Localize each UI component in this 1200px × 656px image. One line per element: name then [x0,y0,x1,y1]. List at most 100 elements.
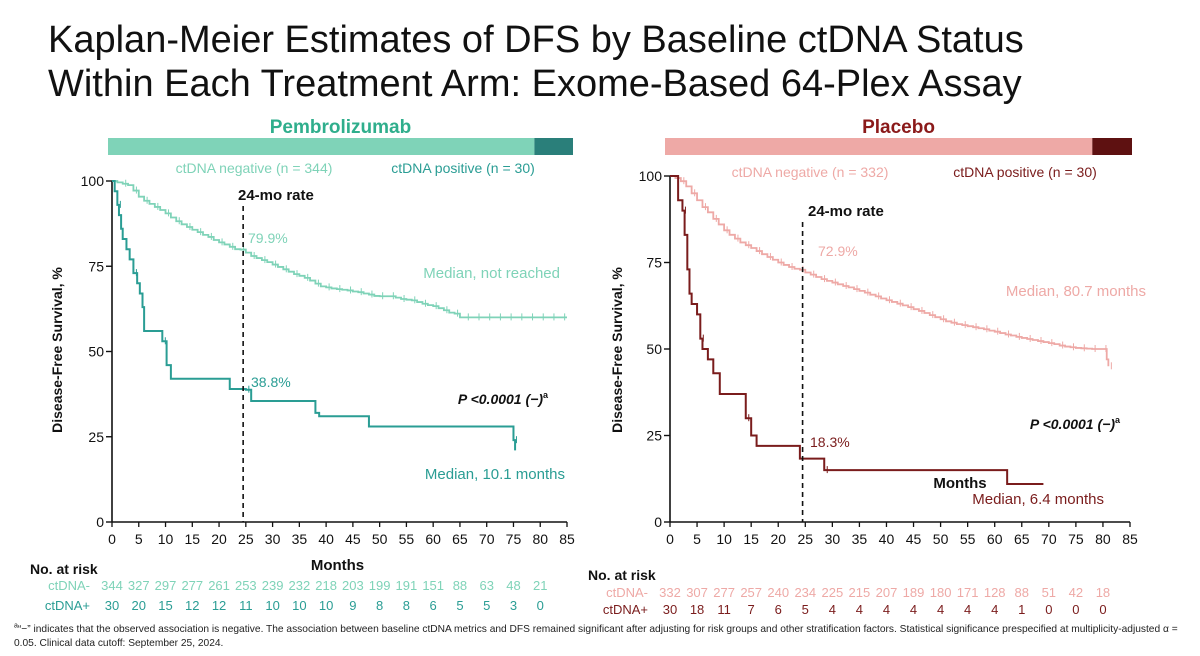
at-risk-count: 4 [856,602,863,617]
header-bar-positive [534,138,573,155]
y-axis-label: Disease-Free Survival, % [609,267,625,433]
median-positive: Median, 10.1 months [425,466,565,483]
at-risk-count: 4 [829,602,836,617]
legend-negative: ctDNA negative (n = 344) [176,160,333,176]
header-bar-negative [108,138,535,155]
legend-positive: ctDNA positive (n = 30) [953,164,1097,180]
at-risk-count: 30 [663,602,677,617]
km-panel-placebo: Placebo ctDNA negative (n = 332) ctDNA pos… [588,117,1146,617]
p-value: P <0.0001 (−)a [458,390,549,407]
at-risk-count: 21 [533,578,547,593]
at-risk-count: 199 [369,578,391,593]
header-bar-negative [665,138,1093,155]
x-tick-label: 40 [318,531,334,547]
at-risk-count: 0 [537,598,544,613]
at-risk-count: 20 [132,598,146,613]
at-risk-count: 332 [659,585,681,600]
p-value-sup: a [1115,415,1121,425]
x-tick-label: 30 [265,531,281,547]
y-tick-label: 75 [646,255,662,271]
x-tick-label: 40 [879,531,895,547]
km-panel-pembrolizumab: Pembrolizumab ctDNA negative (n = 344) ctD… [30,117,575,613]
at-risk-count: 225 [822,585,844,600]
rate-value-negative: 79.9% [248,230,288,246]
at-risk-count: 18 [690,602,704,617]
at-risk-count: 6 [775,602,782,617]
at-risk-count: 11 [717,602,731,617]
x-tick-label: 60 [425,531,441,547]
x-tick-label: 60 [987,531,1003,547]
rate-value-negative: 72.9% [818,243,858,259]
x-tick-label: 0 [108,531,116,547]
arm-title: Placebo [862,117,935,138]
p-value: P <0.0001 (−)a [1030,415,1121,432]
at-risk-count: 10 [319,598,333,613]
x-tick-label: 0 [666,531,674,547]
at-risk-count: 344 [101,578,123,593]
x-tick-label: 80 [1095,531,1111,547]
x-tick-label: 50 [372,531,388,547]
x-tick-label: 5 [135,531,143,547]
at-risk-title: No. at risk [588,567,656,583]
median-positive: Median, 6.4 months [972,491,1104,508]
at-risk-row-label: ctDNA- [606,585,648,600]
at-risk-count: 239 [262,578,284,593]
at-risk-count: 8 [403,598,410,613]
at-risk-count: 88 [453,578,467,593]
rate-label: 24-mo rate [238,187,314,204]
footnote: a“−” indicates that the observed associa… [14,623,1189,651]
y-tick-label: 25 [88,429,104,445]
at-risk-count: 203 [342,578,364,593]
at-risk-count: 1 [1018,602,1025,617]
x-tick-label: 80 [532,531,548,547]
at-risk-count: 48 [506,578,520,593]
at-risk-count: 327 [128,578,150,593]
at-risk-count: 30 [105,598,119,613]
p-value-text: P <0.0001 (−) [1030,416,1115,432]
at-risk-count: 0 [1045,602,1052,617]
x-tick-label: 10 [716,531,732,547]
at-risk-count: 0 [1099,602,1106,617]
at-risk-count: 189 [903,585,925,600]
at-risk-row-label: ctDNA+ [45,598,90,613]
p-value-sup: a [543,390,549,400]
x-tick-label: 85 [1122,531,1138,547]
x-tick-label: 35 [292,531,308,547]
x-tick-label: 50 [933,531,949,547]
median-negative: Median, 80.7 months [1006,283,1146,300]
x-tick-label: 45 [345,531,361,547]
x-tick-label: 70 [1041,531,1057,547]
at-risk-count: 18 [1096,585,1110,600]
km-curve-ctdna-positive [112,180,517,451]
x-tick-label: 15 [185,531,201,547]
at-risk-count: 7 [748,602,755,617]
at-risk-count: 42 [1069,585,1083,600]
at-risk-count: 4 [991,602,998,617]
x-tick-label: 15 [743,531,759,547]
x-tick-label: 20 [211,531,227,547]
at-risk-count: 6 [430,598,437,613]
at-risk-count: 3 [510,598,517,613]
y-tick-label: 75 [88,258,104,274]
at-risk-count: 51 [1042,585,1056,600]
at-risk-count: 261 [208,578,230,593]
y-tick-label: 0 [96,514,104,530]
x-tick-label: 85 [559,531,575,547]
y-tick-label: 100 [639,168,663,184]
x-tick-label: 65 [452,531,468,547]
x-tick-label: 35 [852,531,868,547]
at-risk-count: 0 [1072,602,1079,617]
x-tick-label: 20 [770,531,786,547]
at-risk-count: 180 [930,585,952,600]
x-tick-label: 10 [158,531,174,547]
at-risk-count: 191 [396,578,418,593]
at-risk-count: 277 [181,578,203,593]
at-risk-count: 8 [376,598,383,613]
at-risk-count: 4 [883,602,890,617]
at-risk-count: 297 [155,578,177,593]
at-risk-count: 63 [479,578,493,593]
x-axis-label: Months [311,557,364,574]
rate-value-positive: 38.8% [251,374,291,390]
x-tick-label: 75 [506,531,522,547]
